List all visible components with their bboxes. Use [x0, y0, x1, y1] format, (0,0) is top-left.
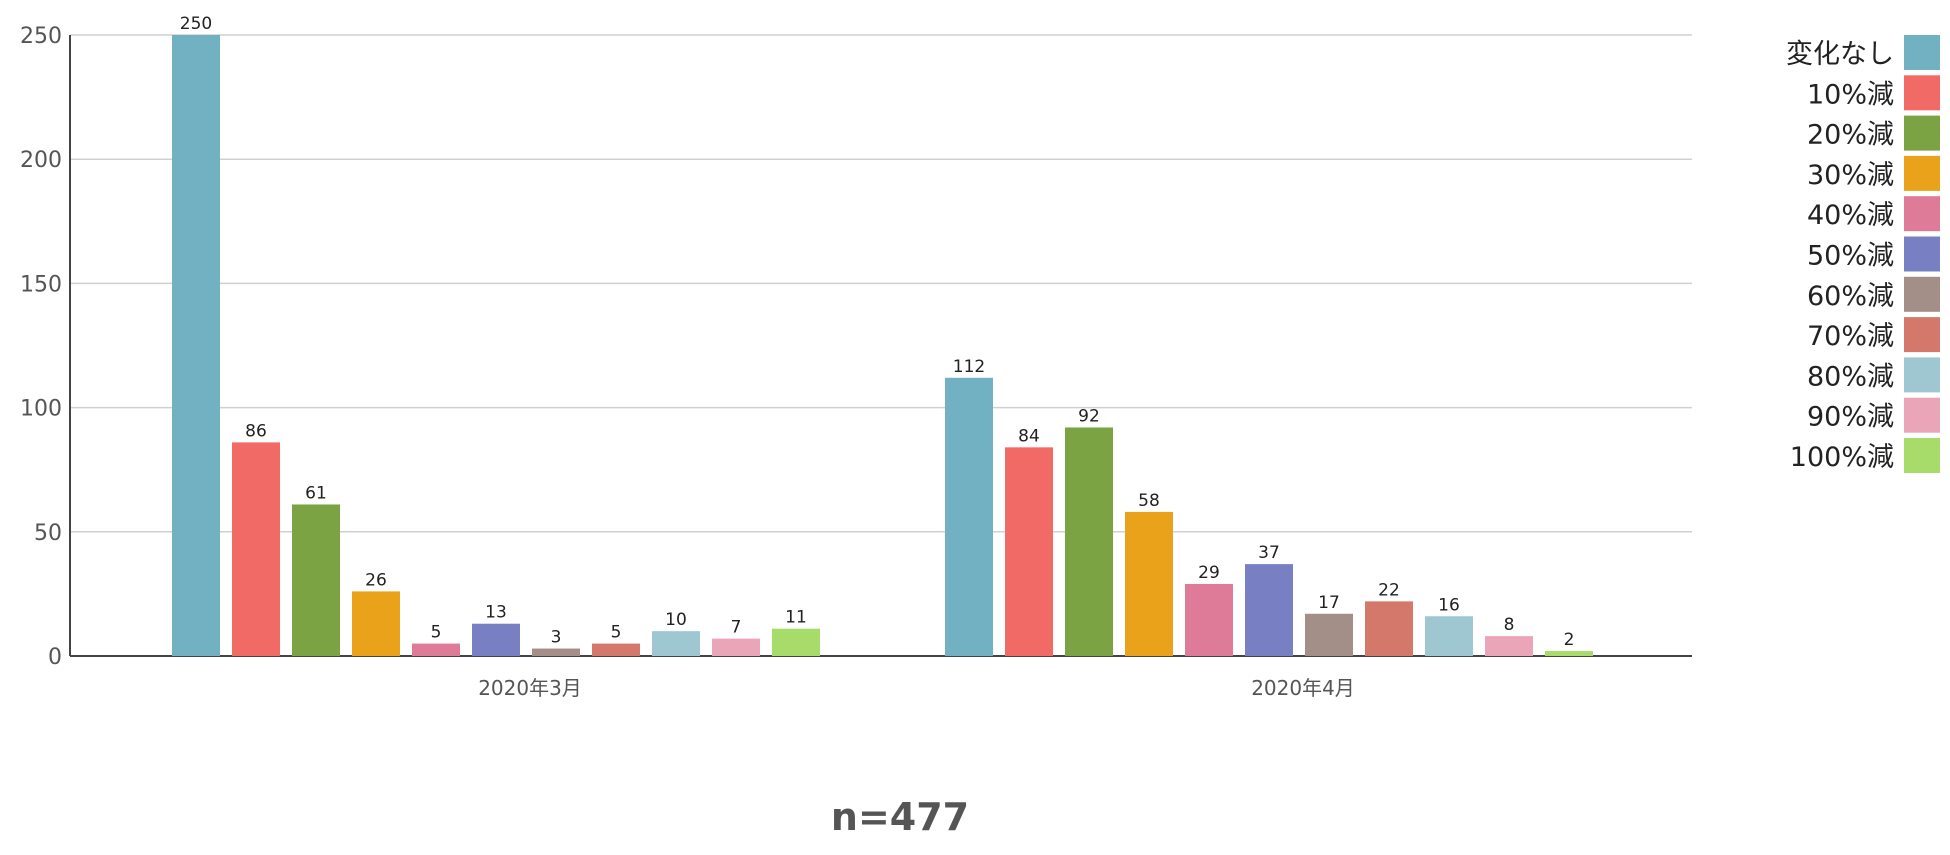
legend-label: 100%減 — [1790, 442, 1894, 473]
bar — [1545, 651, 1593, 656]
bar — [1245, 564, 1293, 656]
legend-swatch — [1904, 276, 1940, 312]
data-label: 112 — [953, 357, 985, 377]
legend-label: 70%減 — [1807, 321, 1894, 352]
data-label: 84 — [1018, 426, 1040, 446]
axes: 0 50 100 150 200 250 2020年3月 2020年4月 — [20, 24, 1692, 700]
legend-swatch — [1904, 317, 1940, 353]
sample-size-note: n=477 — [830, 795, 970, 839]
legend-swatch — [1904, 236, 1940, 272]
data-label: 8 — [1504, 615, 1515, 635]
data-label: 26 — [365, 570, 387, 590]
legend-label: 20%減 — [1807, 120, 1894, 151]
bar — [1125, 511, 1173, 656]
data-label: 5 — [611, 623, 622, 643]
gridlines — [70, 34, 1692, 533]
legend-label: 90%減 — [1807, 402, 1894, 433]
bar — [412, 643, 460, 656]
bar — [945, 377, 993, 656]
y-tick-label: 150 — [20, 272, 62, 297]
legend-label: 変化なし — [1786, 39, 1894, 70]
data-label: 17 — [1318, 593, 1340, 613]
bar — [172, 35, 220, 656]
legend-swatch — [1904, 115, 1940, 151]
bars — [172, 35, 1593, 656]
data-label: 16 — [1438, 595, 1460, 615]
y-tick-label: 100 — [20, 397, 62, 422]
bar — [532, 648, 580, 656]
data-label: 11 — [785, 608, 807, 628]
legend-label: 80%減 — [1807, 361, 1894, 392]
bar — [1005, 447, 1053, 656]
bar — [772, 628, 820, 656]
data-label: 250 — [180, 14, 212, 34]
y-tick-label: 50 — [34, 521, 62, 546]
bar — [712, 638, 760, 656]
legend-swatch — [1904, 155, 1940, 191]
legend-label: 40%減 — [1807, 200, 1894, 231]
x-tick-label: 2020年3月 — [478, 676, 582, 700]
y-tick-label: 0 — [48, 645, 62, 670]
y-tick-label: 200 — [20, 148, 62, 173]
bar — [592, 643, 640, 656]
legend-swatch — [1904, 196, 1940, 232]
bar-chart: 0 50 100 150 200 250 2020年3月 2020年4月 250 86 61 26 5… — [20, 14, 1940, 700]
data-label: 7 — [731, 618, 742, 638]
data-label: 13 — [485, 603, 507, 623]
legend-swatch — [1904, 438, 1940, 473]
legend-label: 50%減 — [1807, 241, 1894, 272]
data-label: 58 — [1138, 491, 1160, 511]
data-label: 22 — [1378, 580, 1400, 600]
x-tick-label: 2020年4月 — [1251, 676, 1355, 700]
bar — [1065, 427, 1113, 656]
bar — [1185, 583, 1233, 656]
legend-swatch — [1904, 397, 1940, 433]
legend-swatch — [1904, 357, 1940, 393]
data-label: 37 — [1258, 543, 1280, 563]
bar — [232, 442, 280, 656]
data-label: 10 — [665, 610, 687, 630]
legend: 変化なし 10%減 20%減 30%減 40%減 50%減 60%減 70%減 80%減 90%減… — [1786, 35, 1940, 473]
bar — [1365, 601, 1413, 656]
bar — [1485, 636, 1533, 656]
y-tick-label: 250 — [20, 24, 62, 49]
data-label: 92 — [1078, 406, 1100, 426]
data-label: 5 — [431, 623, 442, 643]
data-label: 86 — [245, 421, 267, 441]
bar — [352, 591, 400, 656]
data-label: 29 — [1198, 563, 1220, 583]
data-label: 61 — [305, 483, 327, 503]
data-label: 3 — [551, 628, 562, 648]
legend-swatch — [1904, 75, 1940, 111]
bar — [1305, 613, 1353, 656]
bar — [1425, 616, 1473, 656]
bar — [652, 631, 700, 656]
legend-swatch — [1904, 35, 1940, 70]
data-label: 2 — [1564, 630, 1575, 650]
legend-label: 10%減 — [1807, 79, 1894, 110]
bar — [292, 504, 340, 656]
bar — [472, 623, 520, 656]
data-labels: 250 86 61 26 5 13 3 5 10 7 11 112 84 92 58 29 37 17 22 16 8 2 — [180, 14, 1575, 650]
legend-label: 60%減 — [1807, 281, 1894, 312]
legend-label: 30%減 — [1807, 160, 1894, 191]
